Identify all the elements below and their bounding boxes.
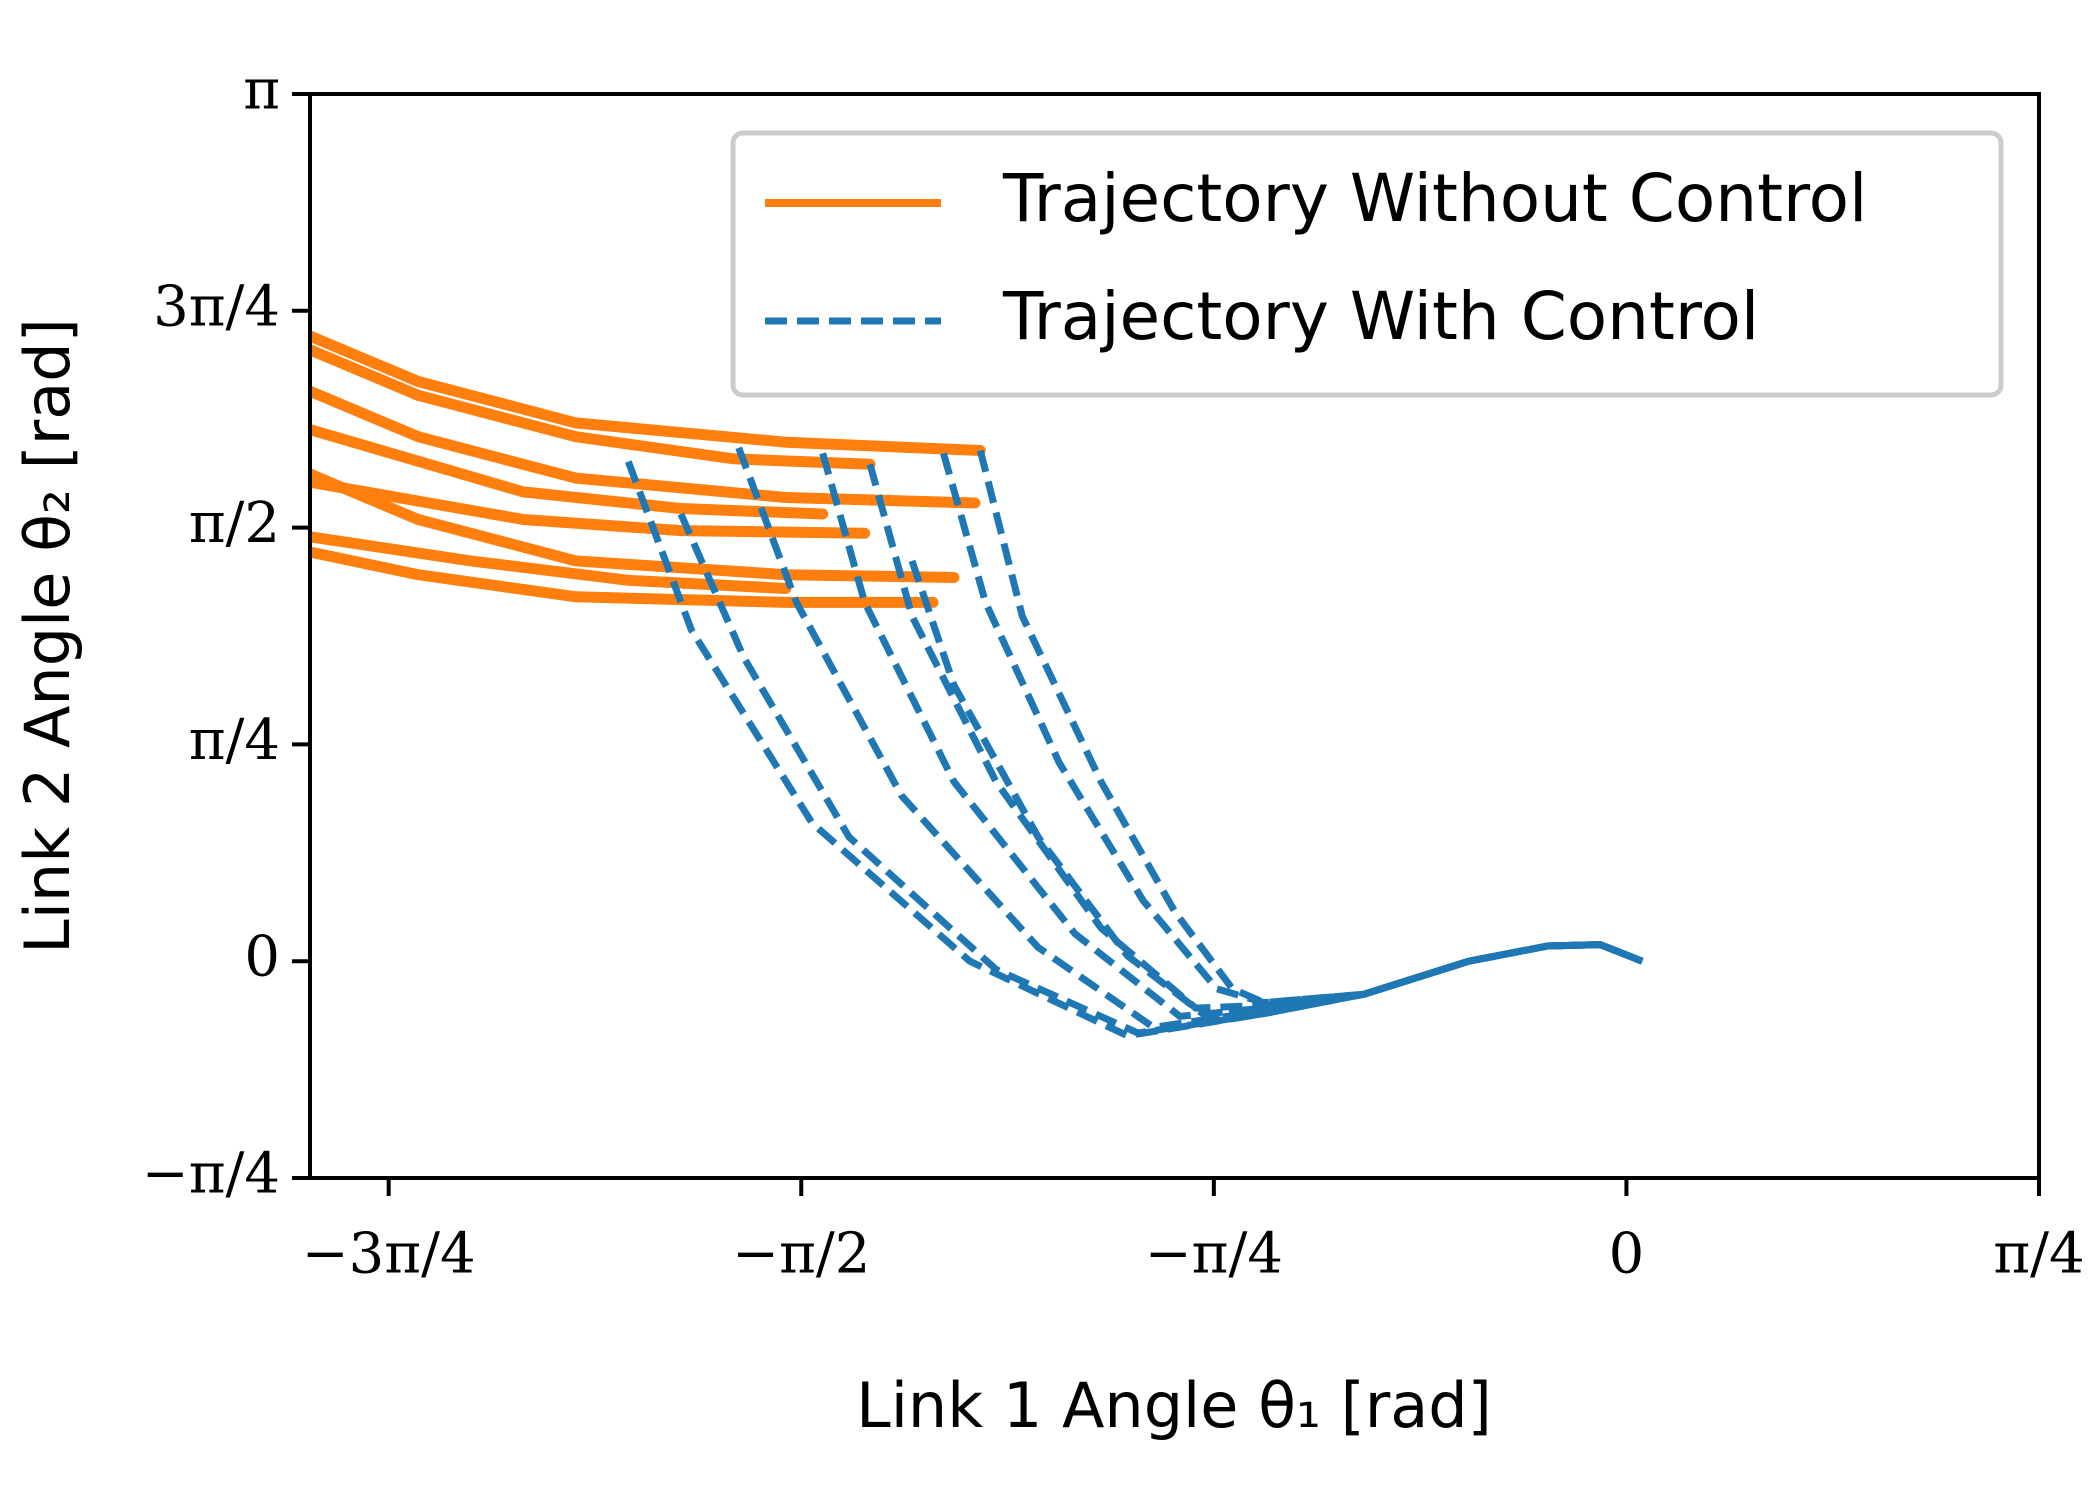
- trajectory: [908, 559, 1644, 1020]
- x-tick-label: π/4: [1993, 1222, 2084, 1287]
- y-axis-label: Link 2 Angle θ₂ [rad]: [11, 318, 84, 954]
- y-tick-label: 0: [244, 925, 280, 990]
- trajectory: [735, 446, 1644, 1031]
- trajectory: [310, 385, 981, 509]
- trajectory: [310, 330, 986, 456]
- trajectory: [310, 468, 960, 583]
- axes-frame: [308, 92, 2041, 1180]
- trajectory: [310, 531, 792, 594]
- y-tick-label: π/4: [189, 708, 280, 773]
- y-tick-label: −π/4: [142, 1142, 280, 1207]
- trajectory: [866, 463, 1644, 1012]
- trajectory: [940, 452, 1644, 1007]
- y-tick-label: π: [243, 58, 280, 123]
- trajectory: [677, 512, 1644, 1037]
- y-tick-label: 3π/4: [153, 274, 280, 339]
- trajectory: [310, 476, 871, 539]
- x-tick-label: −3π/4: [302, 1222, 476, 1287]
- trajectory: [625, 460, 1644, 1040]
- trajectory: [976, 449, 1644, 1007]
- y-tick-label: π/2: [189, 491, 280, 556]
- plot-area: [310, 330, 1644, 1040]
- legend-label: Trajectory Without Control: [1002, 160, 1867, 237]
- legend-label: Trajectory With Control: [1002, 278, 1759, 355]
- x-tick-label: −π/2: [732, 1222, 870, 1287]
- trajectory: [310, 343, 876, 470]
- trajectory: [310, 546, 939, 608]
- legend-box: [730, 130, 2004, 398]
- x-tick-label: 0: [1609, 1222, 1645, 1287]
- x-tick-label: −π/4: [1145, 1222, 1283, 1287]
- trajectory: [819, 452, 1644, 1020]
- trajectory: [310, 423, 829, 520]
- x-axis-label: Link 1 Angle θ₁ [rad]: [856, 1369, 1492, 1442]
